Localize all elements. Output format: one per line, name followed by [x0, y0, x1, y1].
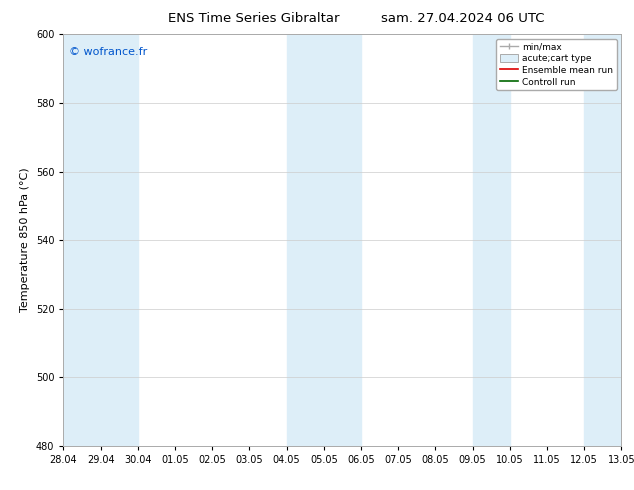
Text: ENS Time Series Gibraltar: ENS Time Series Gibraltar [168, 12, 339, 25]
Bar [472, 34, 510, 446]
Text: © wofrance.fr: © wofrance.fr [69, 47, 147, 57]
Y-axis label: Temperature 850 hPa (°C): Temperature 850 hPa (°C) [20, 168, 30, 313]
Bar [101, 34, 138, 446]
Bar [287, 34, 324, 446]
Bar [324, 34, 361, 446]
Bar [63, 34, 101, 446]
Legend: min/max, acute;cart type, Ensemble mean run, Controll run: min/max, acute;cart type, Ensemble mean … [496, 39, 617, 90]
Bar [584, 34, 621, 446]
Text: sam. 27.04.2024 06 UTC: sam. 27.04.2024 06 UTC [381, 12, 545, 25]
